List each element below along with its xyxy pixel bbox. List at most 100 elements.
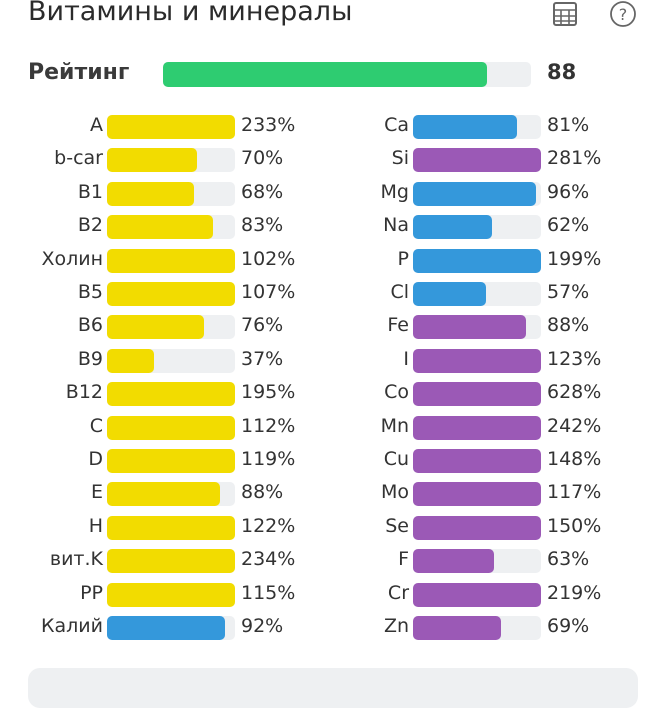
nutrient-bar-fill xyxy=(413,449,541,473)
nutrient-bar-fill xyxy=(413,348,541,373)
nutrient-percent: 63% xyxy=(547,548,590,571)
nutrient-bar-fill xyxy=(413,415,541,440)
nutrient-percent: 112% xyxy=(241,414,296,437)
nutrient-label: Zn xyxy=(383,615,409,637)
nutrient-percent: 123% xyxy=(547,347,602,370)
nutrient-bar xyxy=(107,482,235,507)
nutrient-percent: 68% xyxy=(241,180,284,203)
nutrient-bar xyxy=(413,215,541,240)
nutrient-bar-fill xyxy=(413,282,486,306)
nutrient-bar xyxy=(107,616,235,640)
bottom-panel xyxy=(28,668,638,708)
nutrient-percent: 119% xyxy=(241,448,296,470)
nutrient-bar-fill xyxy=(107,348,155,373)
nutrient-percent: 88% xyxy=(241,481,284,504)
nutrient-label: B2 xyxy=(77,214,103,237)
nutrient-bar-fill xyxy=(413,382,541,407)
nutrient-label: H xyxy=(88,514,103,537)
page-title: Витамины и минералы xyxy=(28,0,353,27)
nutrient-bar xyxy=(413,248,541,273)
nutrient-bar-fill xyxy=(107,148,197,173)
nutrient-percent: 107% xyxy=(241,281,296,303)
nutrient-label: Co xyxy=(384,381,409,404)
nutrient-bar xyxy=(107,315,235,340)
nutrient-bar xyxy=(107,382,235,407)
nutrient-label: Mo xyxy=(380,481,409,504)
nutrient-percent: 199% xyxy=(547,247,602,270)
nutrient-label: B1 xyxy=(77,180,103,203)
nutrient-bar-fill xyxy=(107,315,205,340)
nutrient-bar-fill xyxy=(413,482,541,507)
nutrient-bar-fill xyxy=(107,248,235,273)
nutrient-bar-fill xyxy=(107,616,225,640)
nutrient-bar-fill xyxy=(413,515,541,540)
nutrient-bar xyxy=(413,181,541,206)
nutrient-label: E xyxy=(90,481,103,504)
nutrient-bar xyxy=(413,382,541,407)
nutrient-bar xyxy=(413,115,541,139)
nutrient-bar xyxy=(413,415,541,440)
nutrient-percent: 122% xyxy=(241,514,296,537)
nutrient-bar-fill xyxy=(413,582,541,607)
nutrient-label: I xyxy=(403,347,409,370)
nutrient-label: B6 xyxy=(77,314,103,337)
nutrient-bar-fill xyxy=(413,215,493,240)
nutrient-label: Холин xyxy=(41,247,103,270)
nutrient-label: D xyxy=(88,448,103,470)
nutrient-bar xyxy=(107,181,235,206)
nutrient-bar xyxy=(107,582,235,607)
nutrient-label: Cl xyxy=(390,281,409,303)
nutrient-percent: 37% xyxy=(241,347,284,370)
nutrient-percent: 115% xyxy=(241,581,296,604)
nutrient-label: b-car xyxy=(54,147,103,170)
nutrient-bar-fill xyxy=(107,549,235,574)
nutrient-label: вит.K xyxy=(49,548,103,571)
nutrient-bar-fill xyxy=(413,616,502,640)
nutrient-bar-fill xyxy=(413,248,541,273)
nutrient-bar-fill xyxy=(107,215,214,240)
nutrient-bar xyxy=(413,282,541,306)
nutrient-bar xyxy=(413,449,541,473)
nutrient-bar xyxy=(107,148,235,173)
nutrient-percent: 195% xyxy=(241,381,296,404)
nutrient-label: F xyxy=(398,548,409,571)
nutrient-bar xyxy=(107,348,235,373)
nutrient-percent: 57% xyxy=(547,281,590,303)
nutrient-label: C xyxy=(89,414,103,437)
nutrient-bar xyxy=(413,515,541,540)
help-icon[interactable]: ? xyxy=(609,0,637,28)
nutrient-bar-fill xyxy=(107,515,235,540)
nutrient-bar-fill xyxy=(107,181,195,206)
nutrient-bar xyxy=(107,282,235,306)
nutrient-label: Se xyxy=(385,514,409,537)
nutrient-bar xyxy=(107,549,235,574)
nutrient-label: A xyxy=(90,114,103,136)
nutrient-label: B12 xyxy=(65,381,103,404)
nutrient-bar-fill xyxy=(107,115,235,139)
nutrient-label: Cu xyxy=(383,448,409,470)
nutrient-bar xyxy=(107,415,235,440)
nutrient-label: Cr xyxy=(387,581,409,604)
table-icon[interactable] xyxy=(551,0,579,28)
nutrient-label: Калий xyxy=(41,615,103,637)
nutrient-label: PP xyxy=(80,581,103,604)
nutrient-label: B5 xyxy=(77,281,103,303)
nutrient-bar-fill xyxy=(413,549,494,574)
nutrient-percent: 242% xyxy=(547,414,602,437)
nutrient-label: Mn xyxy=(380,414,409,437)
nutrient-percent: 76% xyxy=(241,314,284,337)
nutrient-bar xyxy=(413,148,541,173)
nutrient-bar xyxy=(413,616,541,640)
rating-bar-fill xyxy=(163,62,487,87)
nutrient-bar-fill xyxy=(107,382,235,407)
nutrient-percent: 148% xyxy=(547,448,602,470)
nutrient-label: Ca xyxy=(384,114,409,136)
nutrient-bar-fill xyxy=(107,449,235,473)
nutrient-label: Fe xyxy=(387,314,409,337)
nutrient-bar-fill xyxy=(413,315,526,340)
nutrient-percent: 83% xyxy=(241,214,284,237)
nutrient-percent: 62% xyxy=(547,214,590,237)
nutrient-percent: 628% xyxy=(547,381,602,404)
rating-label: Рейтинг xyxy=(28,60,130,85)
nutrient-percent: 233% xyxy=(241,114,296,136)
